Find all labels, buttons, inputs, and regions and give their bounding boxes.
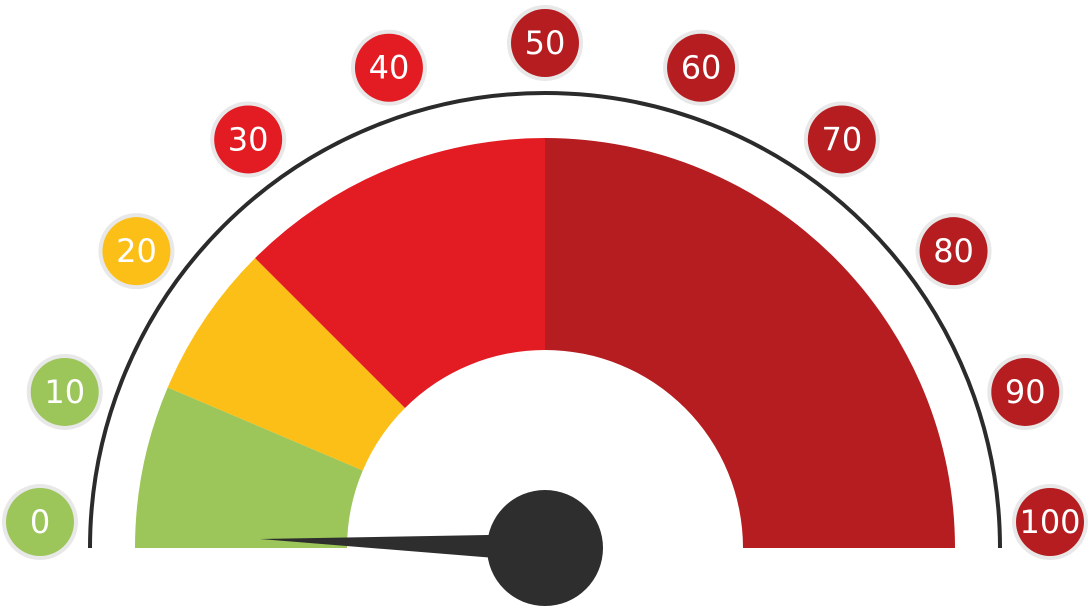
tick-30: 30 — [210, 101, 287, 178]
tick-20: 20 — [98, 213, 175, 290]
tick-100: 100 — [1012, 484, 1088, 560]
outer-arc — [88, 91, 1002, 549]
zone-yellow — [167, 258, 405, 471]
tick-60: 60 — [663, 29, 740, 106]
tick-circle — [919, 217, 988, 286]
gauge-ticks: 0 10 20 30 40 50 60 70 80 90 100 — [2, 5, 1088, 560]
tick-label: 10 — [44, 373, 85, 411]
tick-label: 100 — [1019, 503, 1080, 541]
zone-dark-red — [545, 138, 955, 548]
tick-0: 0 — [2, 484, 78, 560]
needle-pointer — [260, 534, 546, 562]
tick-circle — [667, 33, 736, 102]
tick-label: 60 — [681, 49, 722, 87]
tick-90: 90 — [987, 353, 1064, 430]
tick-circle — [6, 488, 74, 556]
tick-label: 20 — [116, 232, 157, 270]
zone-green — [135, 387, 363, 548]
tick-40: 40 — [350, 29, 427, 106]
tick-circle — [102, 217, 171, 286]
tick-70: 70 — [803, 101, 880, 178]
tick-label: 0 — [30, 503, 50, 541]
tick-circle — [807, 105, 876, 174]
tick-circle — [1016, 488, 1084, 556]
gauge-zones — [135, 138, 955, 548]
needle — [260, 490, 603, 606]
zone-red — [255, 138, 545, 408]
tick-label: 70 — [821, 120, 862, 158]
tick-80: 80 — [915, 213, 992, 290]
tick-circle — [354, 33, 423, 102]
tick-label: 40 — [369, 49, 410, 87]
tick-label: 80 — [933, 232, 974, 270]
needle-hub — [487, 490, 603, 606]
tick-10: 10 — [26, 353, 103, 430]
tick-label: 50 — [525, 24, 566, 62]
tick-circle — [30, 357, 99, 426]
tick-label: 30 — [228, 120, 269, 158]
tick-circle — [214, 105, 283, 174]
tick-label: 90 — [1005, 373, 1046, 411]
tick-circle — [511, 9, 579, 77]
tick-circle — [991, 357, 1060, 426]
tick-50: 50 — [507, 5, 583, 81]
